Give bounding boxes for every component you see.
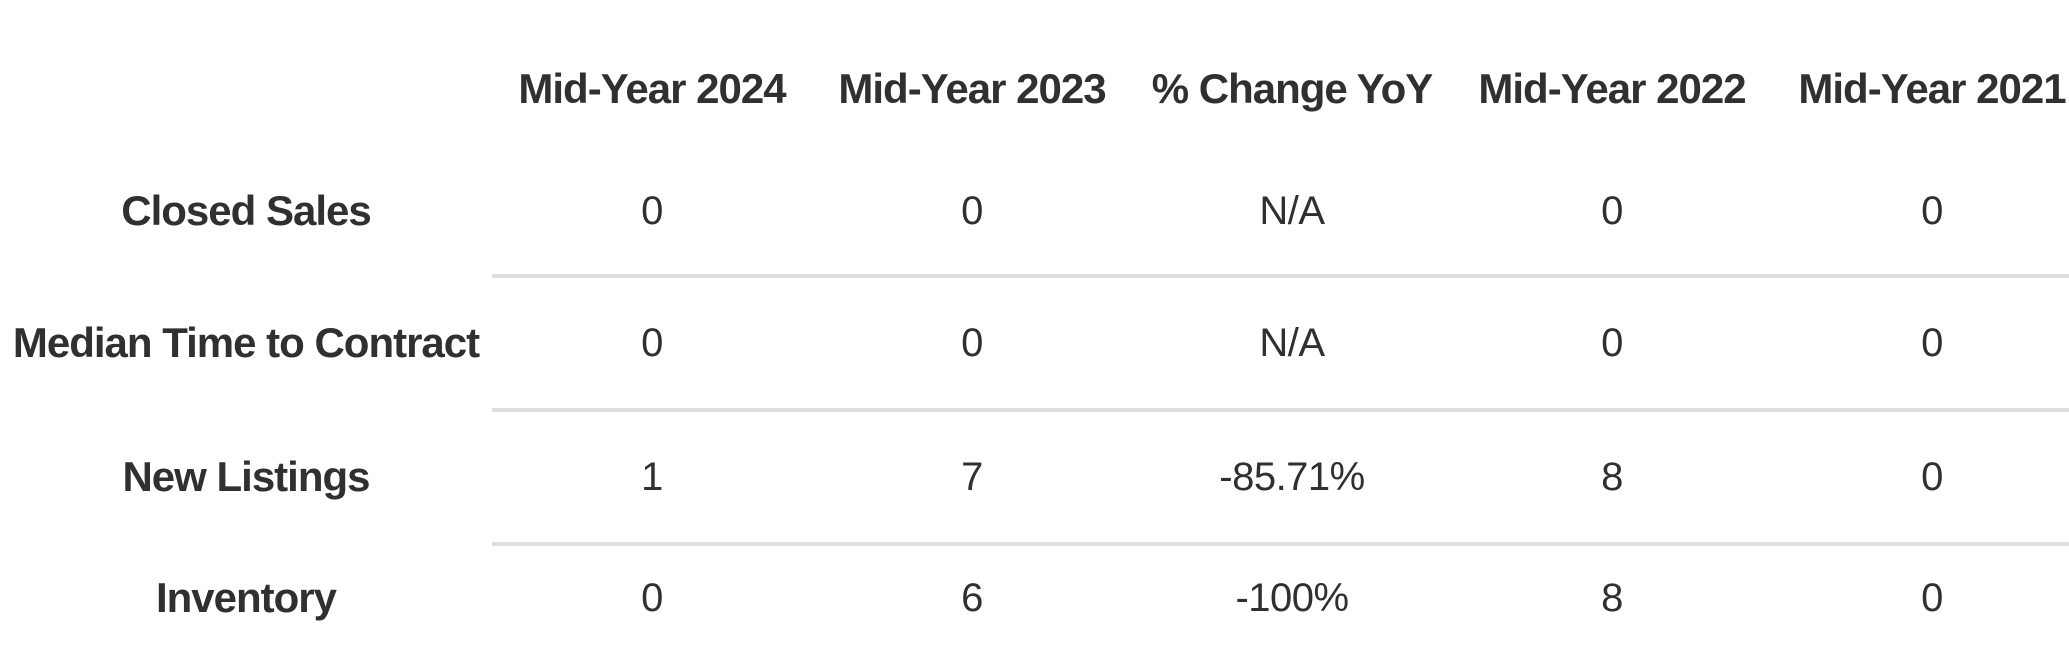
value-cell: 0 xyxy=(1601,321,1623,365)
value-cell: 0 xyxy=(961,189,983,233)
row-divider xyxy=(492,274,2069,278)
column-header-pct-change-yoy: % Change YoY xyxy=(1151,65,1434,112)
row-divider xyxy=(492,542,2069,546)
value-cell: 0 xyxy=(1921,189,1943,233)
value-cell: 8 xyxy=(1601,576,1623,620)
value-cell: 1 xyxy=(641,455,663,499)
table-row-median-time-to-contract: Median Time to Contract 0 0 N/A 0 0 xyxy=(0,278,2069,408)
table-header-row: Mid-Year 2024 Mid-Year 2023 % Change YoY… xyxy=(0,0,2069,148)
column-header-mid-year-2024: Mid-Year 2024 xyxy=(518,65,786,112)
value-cell: 0 xyxy=(1921,321,1943,365)
row-label: Inventory xyxy=(155,574,337,621)
corner-cell xyxy=(0,110,492,148)
value-cell: 0 xyxy=(641,576,663,620)
value-cell: N/A xyxy=(1259,321,1325,365)
value-cell: 0 xyxy=(1921,455,1943,499)
value-cell: 0 xyxy=(641,321,663,365)
column-header-mid-year-2023: Mid-Year 2023 xyxy=(838,65,1106,112)
value-cell: -100% xyxy=(1235,576,1349,620)
column-header-mid-year-2021: Mid-Year 2021 xyxy=(1798,65,2066,112)
value-cell: 7 xyxy=(961,455,983,499)
value-cell: -85.71% xyxy=(1219,455,1365,499)
value-cell: 0 xyxy=(1921,576,1943,620)
value-cell: 0 xyxy=(1601,189,1623,233)
value-cell: 8 xyxy=(1601,455,1623,499)
row-label: Median Time to Contract xyxy=(12,319,480,366)
row-divider xyxy=(492,408,2069,412)
row-label: Closed Sales xyxy=(121,187,371,234)
row-label: New Listings xyxy=(122,453,370,500)
value-cell: 6 xyxy=(961,576,983,620)
table-row-inventory: Inventory 0 6 -100% 8 0 xyxy=(0,546,2069,648)
value-cell: N/A xyxy=(1259,189,1325,233)
table-row-new-listings: New Listings 1 7 -85.71% 8 0 xyxy=(0,412,2069,542)
column-header-mid-year-2022: Mid-Year 2022 xyxy=(1478,65,1746,112)
value-cell: 0 xyxy=(961,321,983,365)
value-cell: 0 xyxy=(641,189,663,233)
table-row-closed-sales: Closed Sales 0 0 N/A 0 0 xyxy=(0,148,2069,274)
